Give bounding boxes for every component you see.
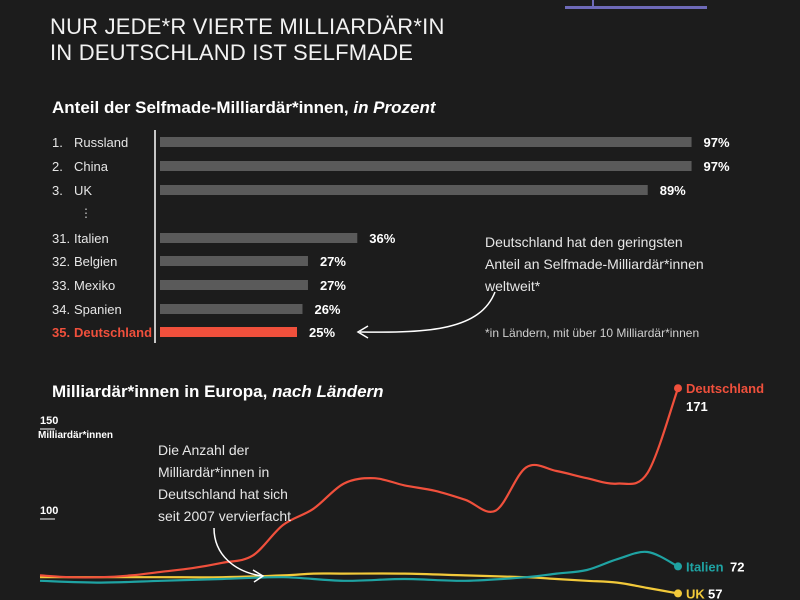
bar-mark	[160, 304, 303, 314]
line-series-italien	[39, 550, 679, 584]
bar-country-label: Mexiko	[74, 278, 115, 293]
series-name-label: Deutschland	[686, 381, 764, 396]
bar-mark	[160, 327, 297, 337]
bar-rank-label: 1.	[52, 135, 63, 150]
line-annotation-arrow	[213, 527, 263, 577]
line-series-deutschland	[39, 387, 680, 579]
bar-country-label: Belgien	[74, 254, 117, 269]
bar-rank-label: 31.	[52, 231, 70, 246]
bar-country-label: Russland	[74, 135, 128, 150]
line-chart-title-main: Milliardär*innen in Europa,	[52, 382, 273, 401]
line-annotation-line: Die Anzahl der	[158, 442, 249, 458]
bar-country-label: Spanien	[74, 302, 122, 317]
bar-country-label: Italien	[74, 231, 109, 246]
line-annotation-arrowhead	[252, 569, 265, 583]
bar-chart-title-main: Anteil der Selfmade-Milliardär*innen,	[52, 98, 354, 117]
series-value-label: 171	[686, 399, 708, 414]
bar-rank-label: 34.	[52, 302, 70, 317]
headline: NUR JEDE*R VIERTE MILLIARDÄR*IN IN DEUTS…	[50, 14, 445, 66]
bar-rank-label: 33.	[52, 278, 70, 293]
line-chart-title-emph: nach Ländern	[272, 382, 384, 401]
bar-value-label: 89%	[660, 183, 686, 198]
bar-annotation-line: Anteil an Selfmade-Milliardär*innen	[485, 256, 704, 272]
bar-rank-label: 2.	[52, 159, 63, 174]
headline-line-2: IN DEUTSCHLAND IST SELFMADE	[50, 40, 414, 65]
series-value-label: 72	[730, 559, 744, 574]
bar-chart-title-emph: in Prozent	[353, 98, 436, 117]
series-value-label: 57	[708, 586, 722, 600]
y-tick-label: 150	[40, 415, 58, 427]
line-endpoint-italien	[674, 562, 682, 571]
bar-ellipsis: ⋮	[80, 206, 92, 220]
bar-value-label: 97%	[704, 135, 730, 150]
line-series-uk	[39, 572, 679, 595]
y-tick-label: 100	[40, 505, 58, 517]
header-accent-stub	[592, 0, 594, 6]
bar-chart-title: Anteil der Selfmade-Milliardär*innen, in…	[52, 98, 436, 118]
bar-value-label: 25%	[309, 325, 335, 340]
series-name-label: UK	[686, 586, 705, 600]
bar-rank-label: 35.	[52, 325, 70, 340]
line-endpoint-uk	[674, 589, 682, 598]
bar-annotation-line: Deutschland hat den geringsten	[485, 234, 683, 250]
series-name-label: Italien	[686, 559, 724, 574]
bar-mark	[160, 161, 692, 171]
bar-mark	[160, 137, 692, 147]
line-chart-title: Milliardär*innen in Europa, nach Ländern	[52, 382, 384, 402]
line-annotation-line: Deutschland hat sich	[158, 486, 288, 502]
bar-country-label: China	[74, 159, 109, 174]
bar-annotation-arrowhead	[356, 325, 369, 339]
header-accent-bar	[565, 0, 707, 9]
bar-annotation-line: weltweit*	[484, 278, 541, 294]
bar-country-label: UK	[74, 183, 92, 198]
bar-rank-label: 3.	[52, 183, 63, 198]
bar-value-label: 27%	[320, 278, 346, 293]
headline-line-1: NUR JEDE*R VIERTE MILLIARDÄR*IN	[50, 14, 445, 39]
bar-rank-label: 32.	[52, 254, 70, 269]
line-endpoint-deutschland	[674, 384, 682, 393]
bar-mark	[160, 256, 308, 266]
line-annotation-line: Milliardär*innen in	[158, 464, 269, 480]
line-annotation-line: seit 2007 vervierfacht	[158, 508, 291, 524]
bar-annotation-arrow	[359, 291, 496, 333]
bar-mark	[160, 233, 358, 243]
bar-value-label: 27%	[320, 254, 346, 269]
bar-value-label: 26%	[314, 302, 340, 317]
y-axis-label: Milliardär*innen	[38, 430, 113, 441]
bar-mark	[160, 280, 308, 290]
bar-country-label: Deutschland	[74, 325, 152, 340]
bar-value-label: 36%	[369, 231, 395, 246]
bar-footnote: *in Ländern, mit über 10 Milliardär*inne…	[485, 326, 699, 340]
bar-mark	[160, 185, 648, 195]
bar-value-label: 97%	[704, 159, 730, 174]
